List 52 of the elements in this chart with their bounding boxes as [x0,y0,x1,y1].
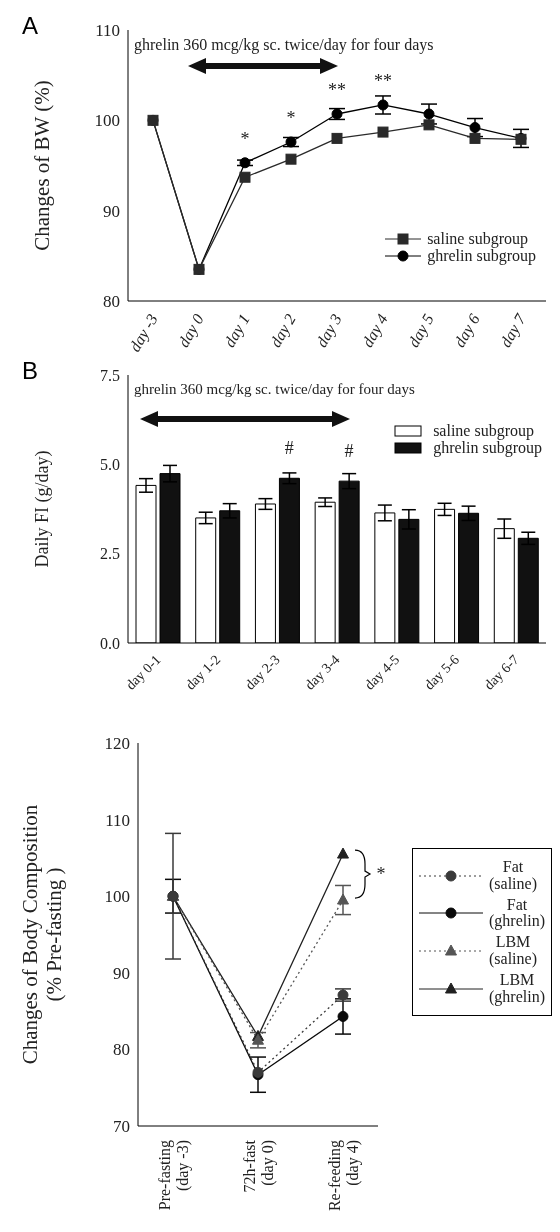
annotation: * [286,108,296,129]
y-axis-title: Changes of Body Composition (% Pre-fasting ) [18,804,66,1065]
x-tick-label: 72h-fast (day 0) [240,1139,277,1193]
legend-label: LBM (ghrelin) [489,970,545,1006]
y-tick-label: 90 [103,201,120,221]
y-tick-label: 70 [113,1117,130,1137]
x-tick-label: day 4 [358,310,392,351]
y-tick-label: 90 [113,963,130,983]
annotation: * [376,864,386,885]
y-tick-label: 120 [104,734,130,754]
chart-title: B [22,357,39,385]
y-tick-label: 7.5 [100,366,120,384]
annotation: ** [328,80,346,101]
y-tick-label: 110 [105,810,130,830]
y-tick-label: 0.0 [100,634,120,652]
legend-label: saline subgroup [427,230,528,248]
y-axis-title: Changes of BW (%) [30,80,54,251]
annotation: * [240,128,250,149]
x-tick-label: day 1-2 [182,651,223,693]
y-tick-label: 100 [94,111,120,131]
chart-title: A [22,12,39,40]
y-tick-label: 110 [95,21,120,41]
x-tick-label: day 1 [220,310,254,351]
x-tick-label: Re-feeding (day 4) [325,1140,362,1212]
annotation: # [284,438,294,459]
x-tick-label: day 4-5 [361,651,403,693]
legend-label: LBM (saline) [489,933,537,968]
annotation: # [344,441,354,462]
x-tick-label: day 5-6 [421,651,462,693]
x-tick-label: day 0 [174,310,208,351]
y-tick-label: 80 [113,1040,130,1060]
x-tick-label: day 2 [266,310,300,351]
y-tick-label: 100 [104,887,130,907]
x-tick-label: day 6 [450,310,484,351]
x-tick-label: day 6-7 [480,651,522,693]
x-tick-label: day 5 [404,310,438,351]
legend-label: saline subgroup [433,422,534,440]
x-tick-label: day 0-1 [122,651,164,693]
annotation: ghrelin 360 mcg/kg sc. twice/day for four days [134,36,434,54]
annotation: ghrelin 360 mcg/kg sc. twice/day for four days [134,381,415,398]
annotation: ** [374,70,392,91]
y-axis-title: Daily FI (g/day) [32,450,53,568]
x-tick-label: Pre-fasting (day -3) [155,1140,192,1211]
legend-label: Fat (ghrelin) [489,895,545,931]
x-tick-label: day 2-3 [242,651,283,693]
legend-label: Fat (saline) [489,858,537,893]
x-tick-label: day 3-4 [301,651,343,693]
y-tick-label: 80 [103,292,120,312]
y-tick-label: 5.0 [100,456,120,474]
y-tick-label: 2.5 [100,545,120,563]
x-tick-label: day 3 [312,310,346,351]
x-tick-label: day 7 [496,309,530,351]
